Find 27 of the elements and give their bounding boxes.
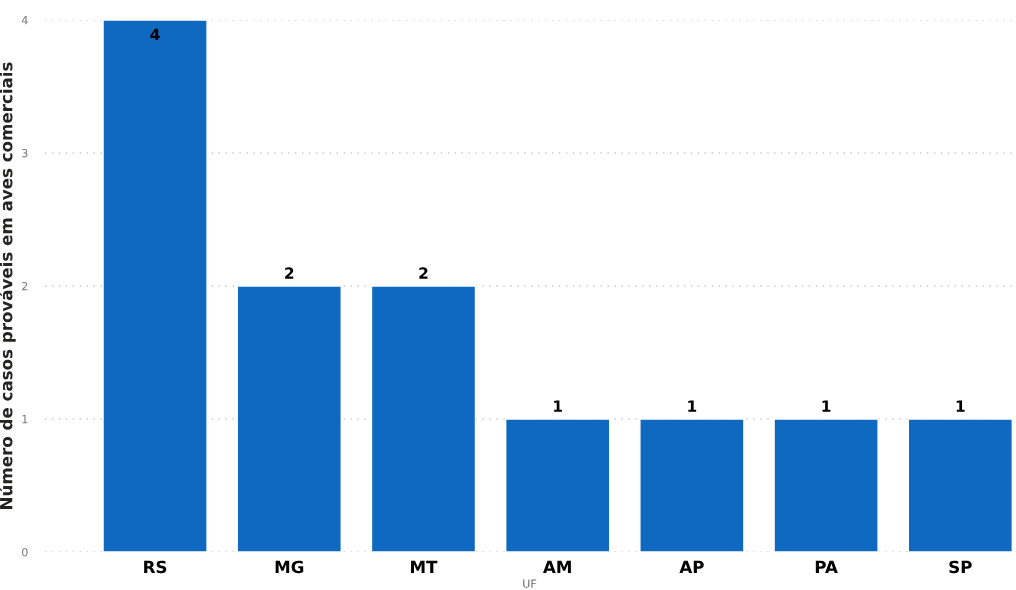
data-label: 1 — [688, 400, 697, 412]
y-tick-label: 2 — [22, 281, 28, 291]
data-label: 4 — [150, 28, 160, 40]
bar — [370, 285, 477, 552]
y-tick-label: 1 — [22, 415, 28, 424]
data-label: 1 — [822, 400, 831, 412]
x-tick-label: PA — [815, 560, 838, 573]
x-tick-label: AM — [543, 560, 571, 573]
y-tick-label: 4 — [21, 16, 28, 25]
bar — [639, 418, 745, 552]
bar — [236, 285, 342, 552]
bar — [773, 418, 879, 552]
bar — [907, 418, 1014, 552]
y-tick-label: 3 — [22, 148, 28, 158]
x-tick-label: SP — [949, 560, 972, 574]
y-tick-label: 0 — [22, 547, 28, 557]
bar — [504, 418, 611, 552]
x-tick-label: AP — [679, 560, 704, 573]
data-label: 1 — [554, 400, 562, 412]
x-tick-label: MT — [411, 560, 438, 573]
data-label: 2 — [285, 267, 294, 279]
x-tick-label: MG — [275, 560, 304, 574]
data-label: 1 — [956, 400, 965, 412]
bar — [102, 20, 208, 552]
x-axis-title: UF — [523, 579, 537, 588]
data-label: 2 — [419, 267, 428, 279]
x-tick-label: RS — [144, 560, 167, 574]
